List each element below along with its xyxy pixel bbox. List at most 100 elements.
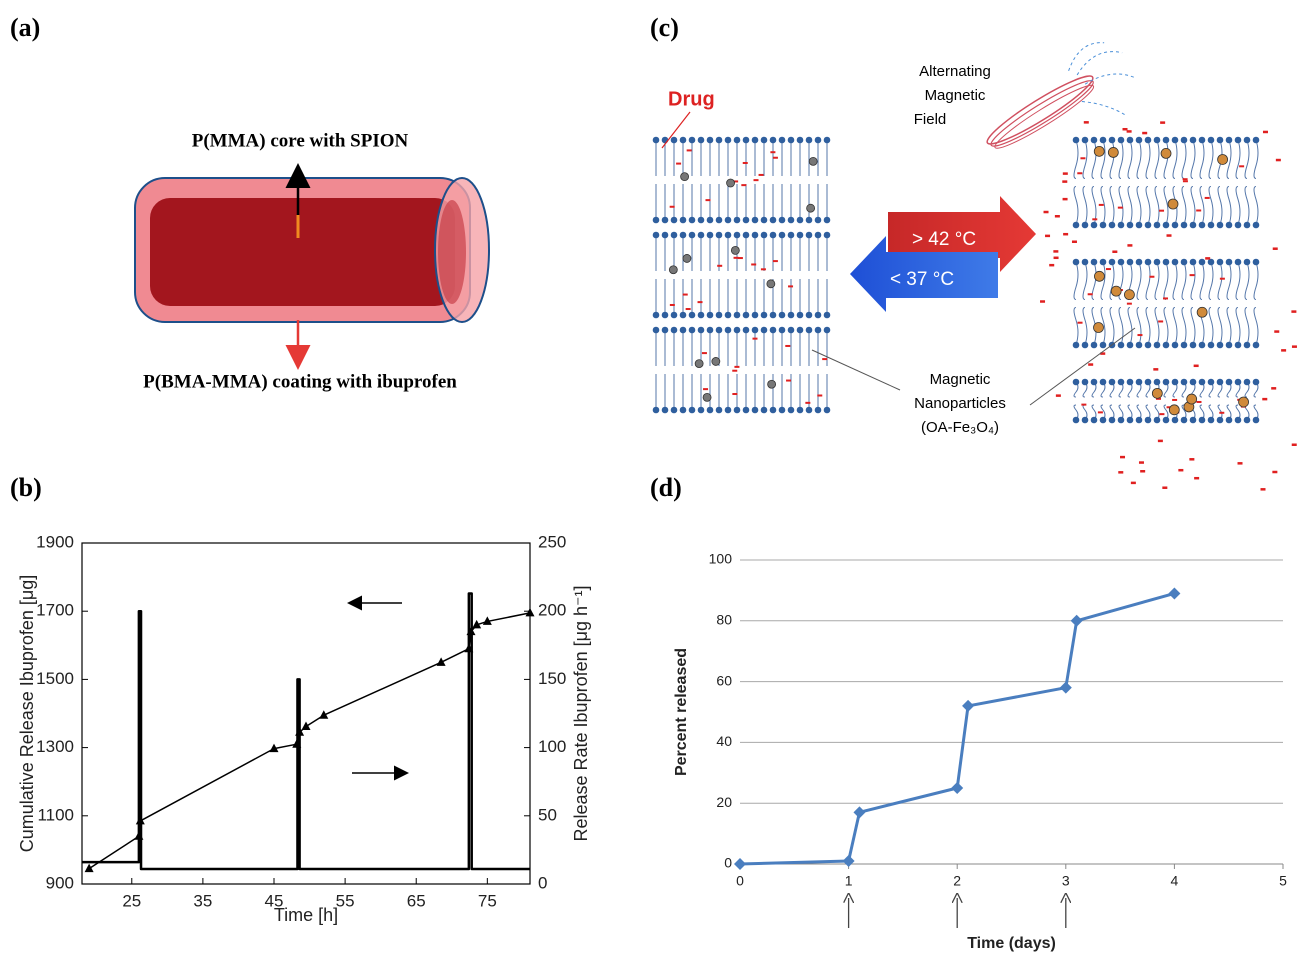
drug <box>1163 297 1169 300</box>
lipid-head <box>1162 341 1170 349</box>
lipid-head <box>760 406 768 414</box>
lipid-head <box>688 216 696 224</box>
drug <box>669 303 675 306</box>
y-tick-label: 20 <box>716 794 732 810</box>
lipid-head <box>823 136 831 144</box>
series-line <box>88 612 531 870</box>
lipid-tail <box>1091 139 1097 179</box>
drug <box>1172 398 1178 401</box>
y-tick-label: 1500 <box>36 669 74 688</box>
lipid-head <box>1189 258 1197 266</box>
lipid-head <box>679 231 687 239</box>
lipid-head <box>1180 341 1188 349</box>
lipid-tail <box>1163 139 1169 179</box>
lipid-head <box>1252 341 1260 349</box>
lipid-head <box>1216 136 1224 144</box>
lipid-tail <box>1100 186 1106 226</box>
lipid-tail <box>1208 261 1214 300</box>
lipid-tail <box>1145 404 1151 421</box>
drug <box>1291 443 1297 446</box>
drug <box>1126 130 1132 133</box>
lipid-head <box>670 406 678 414</box>
lipid-tail <box>1163 261 1169 300</box>
lipid-tail <box>1163 404 1169 421</box>
y-tick-label: 80 <box>716 612 732 628</box>
data-point <box>1168 587 1181 600</box>
lipid-head <box>1153 221 1161 229</box>
lipid-head <box>823 216 831 224</box>
lipid-head <box>697 311 705 319</box>
lipid-head <box>1171 136 1179 144</box>
lipid-head <box>1216 258 1224 266</box>
lipid-head <box>778 231 786 239</box>
lipid-tail <box>1181 404 1187 421</box>
lipid-tail <box>1109 381 1115 398</box>
x-tick-label: 25 <box>122 891 141 910</box>
lipid-head <box>1081 221 1089 229</box>
lipid-head <box>670 326 678 334</box>
lipid-tail <box>1073 404 1079 421</box>
lipid-head <box>679 216 687 224</box>
lipid-tail <box>1208 307 1214 346</box>
lipid-tail <box>1109 139 1115 179</box>
lipid-head <box>1090 136 1098 144</box>
diagram-label: Field <box>914 111 947 128</box>
lipid-tail <box>1163 186 1169 226</box>
nanoparticle <box>1186 393 1198 405</box>
y2-tick-label: 100 <box>538 737 566 756</box>
lipid-head <box>1081 258 1089 266</box>
lipid-tail <box>1181 381 1187 398</box>
drug <box>1062 180 1068 183</box>
lipid-head <box>751 406 759 414</box>
lipid-tail <box>1145 139 1151 179</box>
lipid-head <box>1090 258 1098 266</box>
y-tick-label: 1100 <box>37 805 74 824</box>
lipid-head <box>1171 378 1179 386</box>
lipid-tail <box>1199 404 1205 421</box>
lipid-tail <box>1163 381 1169 398</box>
nanoparticle <box>1107 147 1119 158</box>
lipid-head <box>742 216 750 224</box>
drug <box>1260 488 1266 491</box>
lipid-head <box>733 216 741 224</box>
lipid-head <box>733 231 741 239</box>
drug <box>1149 275 1155 278</box>
lipid-head <box>760 326 768 334</box>
drug <box>1083 121 1089 124</box>
drug <box>1077 172 1083 175</box>
lipid-head <box>1171 341 1179 349</box>
lipid-tail <box>1154 186 1160 226</box>
lipid-tail <box>1091 307 1097 346</box>
drug <box>1080 157 1086 160</box>
lipid-tail <box>1208 186 1214 226</box>
diagram-label: < 37 °C <box>890 269 954 290</box>
diagram-label: > 42 °C <box>912 229 976 250</box>
lipid-tail <box>1244 186 1250 226</box>
lipid-head <box>688 231 696 239</box>
lipid-head <box>688 136 696 144</box>
drug <box>753 179 759 182</box>
lipid-head <box>1090 341 1098 349</box>
cylinder <box>134 163 490 370</box>
lipid-head <box>697 406 705 414</box>
drug <box>1063 232 1069 236</box>
lipid-head <box>715 231 723 239</box>
lipid-head <box>715 326 723 334</box>
lipid-head <box>1117 378 1125 386</box>
y-tick-label: 900 <box>46 873 74 892</box>
lipid-head <box>1243 341 1251 349</box>
lipid-head <box>1234 136 1242 144</box>
lipid-tail <box>1145 307 1151 346</box>
nanoparticle <box>808 156 818 166</box>
drug <box>1137 334 1143 337</box>
lipid-head <box>1180 416 1188 424</box>
lipid-tail <box>1199 139 1205 179</box>
lipid-head <box>778 136 786 144</box>
lipid-head <box>778 326 786 334</box>
lipid-head <box>1198 221 1206 229</box>
drug <box>786 379 792 382</box>
lipid-head <box>1216 221 1224 229</box>
drug <box>1053 250 1059 253</box>
lipid-head <box>1135 221 1143 229</box>
